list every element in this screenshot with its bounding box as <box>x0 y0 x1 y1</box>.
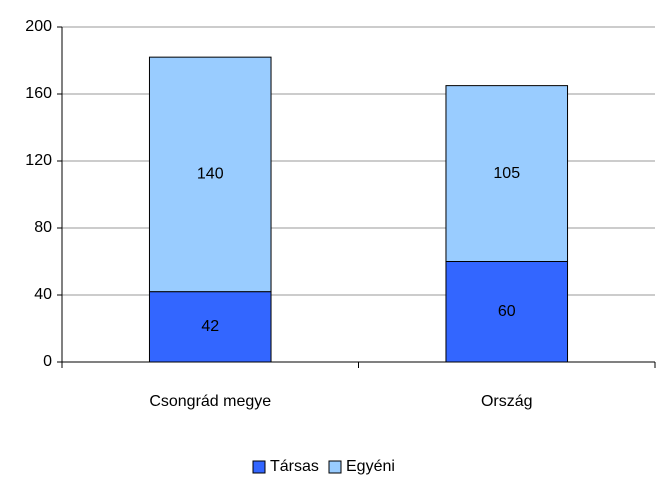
data-label: 60 <box>498 303 516 320</box>
y-tick-label: 80 <box>34 219 52 236</box>
legend-label: Egyéni <box>346 458 395 475</box>
y-tick-label: 200 <box>25 18 52 35</box>
legend-swatch <box>328 460 342 474</box>
legend-label: Társas <box>270 458 319 475</box>
bar-segment <box>148 291 272 363</box>
bar-segment <box>148 56 272 293</box>
y-tick-label: 0 <box>43 353 52 370</box>
y-tick-label: 120 <box>25 152 52 169</box>
x-tick-label: Csongrád megye <box>149 393 271 410</box>
x-tick-label: Ország <box>481 393 533 410</box>
y-tick-label: 160 <box>25 85 52 102</box>
bar-segment <box>445 261 569 363</box>
data-label: 105 <box>493 165 520 182</box>
data-label: 140 <box>197 166 224 183</box>
legend-swatch <box>252 460 266 474</box>
bar-segment <box>445 85 569 262</box>
data-label: 42 <box>201 318 219 335</box>
y-tick-label: 40 <box>34 286 52 303</box>
